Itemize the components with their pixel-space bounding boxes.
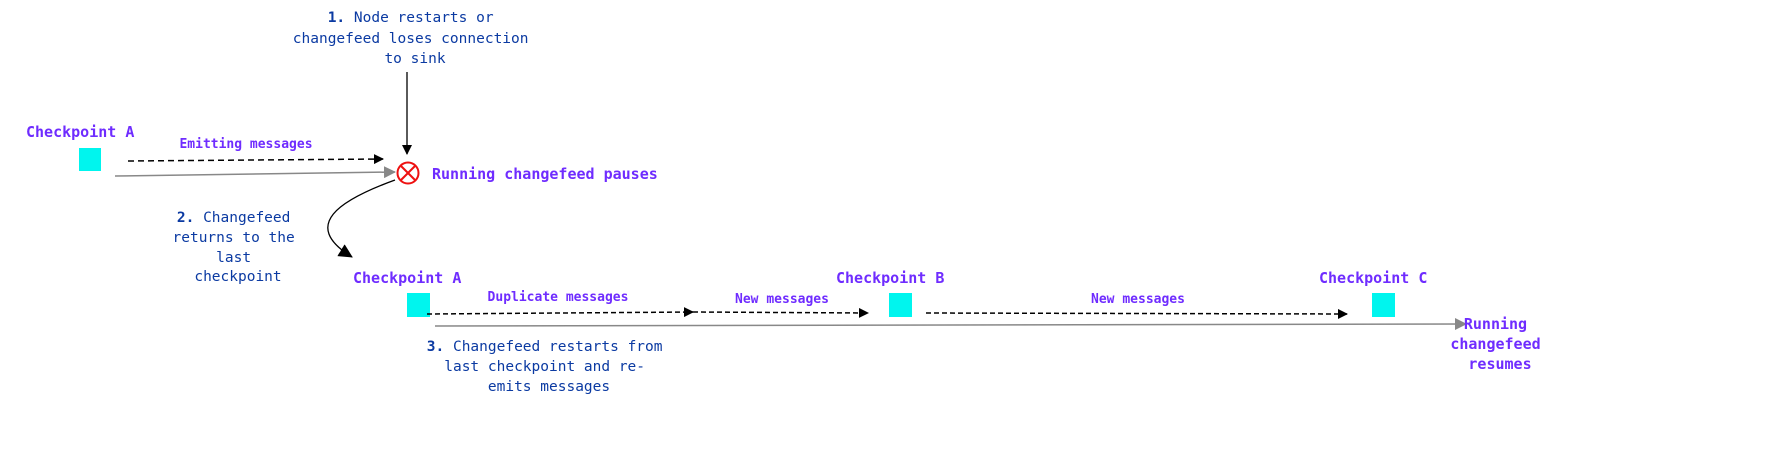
checkpoint-b-label: Checkpoint B — [836, 269, 944, 287]
resume-line: changefeed — [1450, 335, 1540, 353]
step1-number: 1. — [328, 10, 345, 26]
step2-note: 2. Changefeed returns to the last checkp… — [173, 210, 304, 285]
emitting-messages-label: Emitting messages — [179, 137, 312, 152]
step1-note: 1. Node restarts or changefeed loses con… — [293, 10, 537, 67]
timeline-bottom — [434, 318, 1467, 331]
step1-line: changefeed loses connection — [293, 31, 529, 47]
pause-label: Running changefeed pauses — [432, 165, 658, 183]
resume-line: Running — [1464, 315, 1527, 333]
resume-label: Running changefeed resumes — [1450, 315, 1549, 373]
new-messages-dashed-arrow-2 — [925, 308, 1348, 319]
step1-line: to sink — [384, 51, 445, 67]
checkpoint-a-marker-bottom — [407, 293, 430, 317]
resume-line: resumes — [1468, 355, 1531, 373]
step3-number: 3. — [427, 339, 444, 355]
emitting-dashed-arrow — [127, 154, 384, 165]
new-messages-label-2: New messages — [1091, 292, 1185, 307]
duplicate-dashed-arrow — [426, 307, 694, 318]
step3-line: last checkpoint and re- — [444, 359, 645, 375]
step1-line: Node restarts or — [354, 10, 494, 26]
return-curve-arrow — [327, 179, 396, 258]
step2-line: returns to the — [173, 230, 295, 246]
timeline-top — [114, 166, 396, 179]
step2-line: checkpoint — [194, 269, 281, 285]
checkpoint-a-marker-top — [79, 148, 101, 171]
checkpoint-c-marker — [1372, 293, 1395, 317]
checkpoint-a-label-top: Checkpoint A — [26, 123, 134, 141]
new-messages-label-1: New messages — [735, 292, 829, 307]
step3-note: 3. Changefeed restarts from last checkpo… — [427, 339, 671, 395]
new-messages-dashed-arrow-1 — [692, 307, 869, 318]
checkpoint-a-label-bottom: Checkpoint A — [353, 269, 461, 287]
circle-x-icon — [396, 161, 420, 185]
duplicate-messages-label: Duplicate messages — [488, 290, 629, 305]
checkpoint-b-marker — [889, 293, 912, 317]
step2-number: 2. — [177, 210, 194, 226]
step2-line: Changefeed — [203, 210, 290, 226]
checkpoint-c-label: Checkpoint C — [1319, 269, 1427, 287]
step2-line: last — [216, 250, 251, 266]
step3-line: emits messages — [488, 379, 610, 395]
step3-line: Changefeed restarts from — [453, 339, 663, 355]
